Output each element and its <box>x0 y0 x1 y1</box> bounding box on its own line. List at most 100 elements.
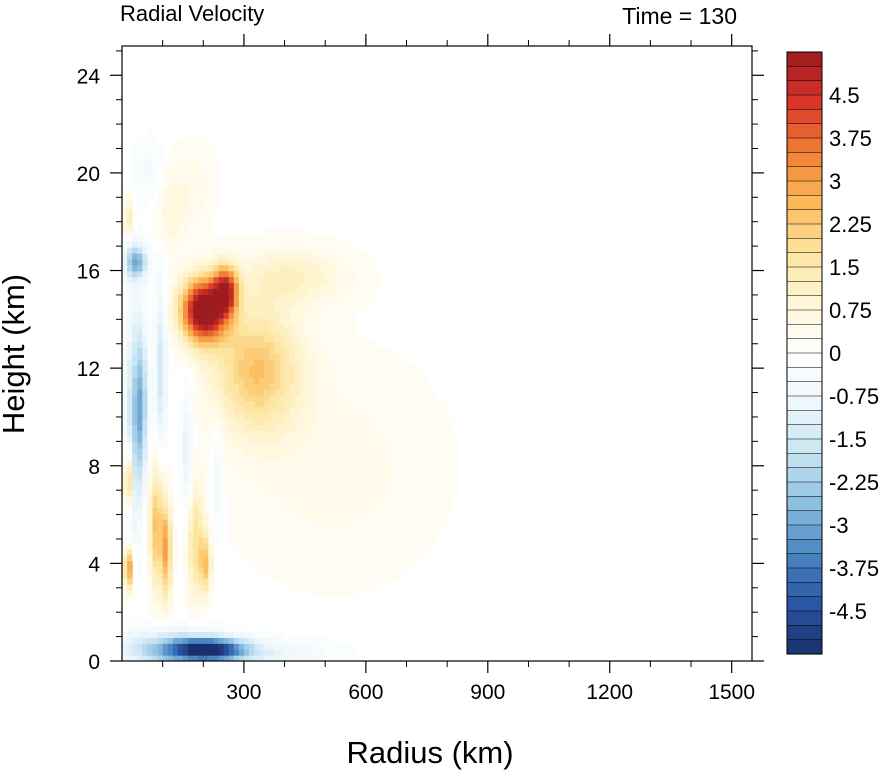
colorbar-segment <box>786 639 823 655</box>
heatmap-cell <box>335 442 342 449</box>
heatmap-cell <box>203 595 209 603</box>
heatmap-cell <box>416 501 423 508</box>
heatmap-cell <box>132 613 138 621</box>
heatmap-cell <box>284 252 291 260</box>
heatmap-cell <box>289 347 296 355</box>
heatmap-cell <box>381 436 387 443</box>
heatmap-cell <box>254 400 260 408</box>
heatmap-cell <box>167 199 174 207</box>
heatmap-cell <box>259 282 265 290</box>
x-tick-label: 900 <box>470 681 505 704</box>
heatmap-cell <box>350 318 357 325</box>
heatmap-cell <box>325 649 331 656</box>
heatmap-cell <box>320 471 326 479</box>
heatmap-cell <box>203 554 209 562</box>
heatmap-cell <box>213 377 220 384</box>
heatmap-cell <box>157 542 164 550</box>
heatmap-cell <box>213 388 220 396</box>
heatmap-cell <box>203 388 209 396</box>
heatmap-cell <box>304 448 311 455</box>
heatmap-cell <box>269 524 276 532</box>
heatmap-cell <box>238 388 245 396</box>
heatmap-cell <box>340 536 347 544</box>
heatmap-cell <box>309 519 316 526</box>
heatmap-cell <box>315 637 321 644</box>
heatmap-cell <box>218 247 225 254</box>
heatmap-cell <box>203 371 209 378</box>
heatmap-cell <box>203 507 209 514</box>
heatmap-cell <box>127 649 133 656</box>
heatmap-cell <box>198 294 204 301</box>
heatmap-cell <box>198 483 204 491</box>
heatmap-cell <box>172 530 179 538</box>
heatmap-cell <box>167 465 174 473</box>
heatmap-cell <box>411 524 418 532</box>
heatmap-cell <box>142 454 148 461</box>
heatmap-cell <box>304 489 311 497</box>
heatmap-cell <box>350 465 357 473</box>
heatmap-cell <box>147 318 154 325</box>
heatmap-cell <box>325 282 331 290</box>
heatmap-cell <box>325 406 331 414</box>
heatmap-cell <box>279 400 286 408</box>
heatmap-cell <box>391 383 397 390</box>
heatmap-cell <box>254 235 260 242</box>
heatmap-cell <box>264 252 270 260</box>
heatmap-cell <box>238 513 245 520</box>
heatmap-cell <box>198 353 204 361</box>
heatmap-cell <box>228 477 235 485</box>
heatmap-cell <box>315 276 321 284</box>
chart-title: Radial Velocity <box>120 1 264 26</box>
heatmap-cell <box>223 371 230 378</box>
heatmap-cell <box>299 270 306 278</box>
heatmap-cell <box>294 454 301 461</box>
heatmap-cell <box>325 400 331 408</box>
heatmap-cell <box>142 388 148 396</box>
heatmap-cell <box>355 406 362 414</box>
heatmap-cell <box>350 566 357 573</box>
heatmap-cell <box>355 300 362 307</box>
heatmap-cell <box>152 548 159 556</box>
heatmap-cell <box>193 229 199 236</box>
heatmap-cell <box>208 643 215 650</box>
heatmap-cell <box>320 329 326 337</box>
heatmap-cell <box>243 383 250 390</box>
heatmap-cell <box>350 442 357 449</box>
heatmap-cell <box>289 454 296 461</box>
heatmap-cell <box>269 353 276 361</box>
heatmap-cell <box>137 134 143 142</box>
heatmap-cell <box>259 524 265 532</box>
heatmap-cell <box>284 554 291 562</box>
heatmap-cell <box>137 193 143 201</box>
heatmap-cell <box>289 424 296 431</box>
heatmap-cell <box>203 270 209 278</box>
heatmap-cell <box>340 649 347 656</box>
heatmap-cell <box>142 312 148 319</box>
heatmap-cell <box>208 572 215 579</box>
heatmap-cell <box>376 501 382 508</box>
heatmap-cell <box>213 483 220 491</box>
heatmap-cell <box>233 448 240 455</box>
heatmap-cell <box>122 193 128 201</box>
heatmap-cell <box>447 454 453 461</box>
heatmap-cell <box>198 318 204 325</box>
heatmap-cell <box>269 365 276 372</box>
heatmap-cell <box>320 400 326 408</box>
heatmap-cell <box>279 377 286 384</box>
heatmap-cell <box>269 513 276 520</box>
heatmap-cell <box>426 454 433 461</box>
heatmap-cell <box>345 383 352 390</box>
colorbar-segment <box>786 395 823 411</box>
heatmap-cell <box>299 548 306 556</box>
heatmap-cell <box>335 400 342 408</box>
heatmap-cell <box>182 548 189 556</box>
heatmap-cell <box>376 578 382 585</box>
heatmap-cell <box>193 454 199 461</box>
heatmap-cell <box>315 258 321 266</box>
heatmap-cell <box>162 353 169 361</box>
heatmap-cell <box>340 548 347 556</box>
heatmap-cell <box>198 489 204 497</box>
heatmap-cell <box>132 655 138 661</box>
heatmap-cell <box>309 489 316 497</box>
heatmap-cell <box>188 542 194 550</box>
